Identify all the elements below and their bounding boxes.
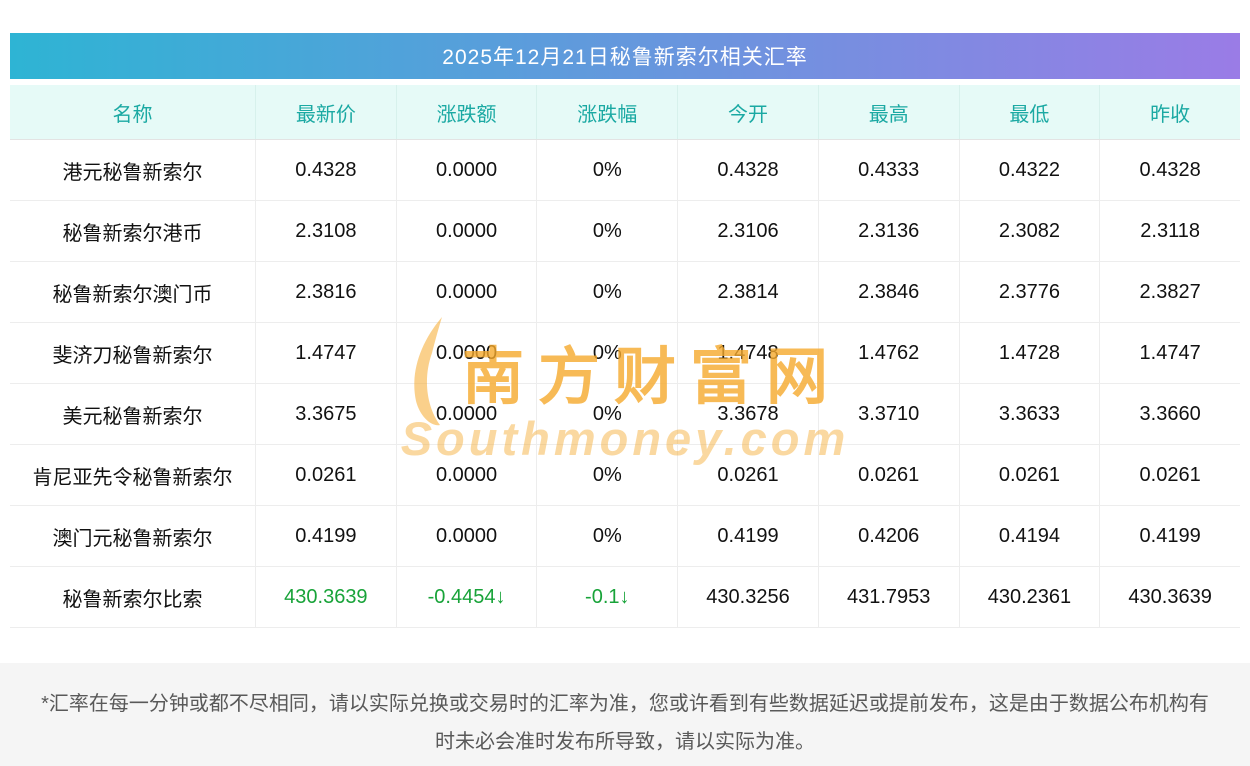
value-cell: 0.4322: [958, 140, 1100, 200]
column-header-name: 名称: [112, 103, 153, 126]
value-cell: 2.3846: [817, 262, 959, 322]
value-cell: 1.4747: [1099, 323, 1240, 383]
table-row: 秘鲁新索尔澳门币 2.3816 0.0000 0% 2.3814 2.3846 2.3776…: [10, 262, 1240, 323]
table-row: 港元秘鲁新索尔 0.4328 0.0000 0% 0.4328 0.4333 0.4322 0…: [10, 140, 1240, 201]
row-name-cell: 肯尼亚先令秘鲁新索尔: [32, 466, 233, 489]
column-header-low: 最低: [958, 85, 1100, 139]
value-cell: 0.0000: [395, 384, 537, 444]
value-cell: 0%: [536, 140, 677, 200]
row-name-cell: 港元秘鲁新索尔: [62, 161, 203, 184]
value-cell: 0%: [536, 262, 677, 322]
page: 2025年12月21日秘鲁新索尔相关汇率 名称 最新价 涨跌额 涨跌幅 今开 最…: [0, 33, 1250, 766]
value-cell: 0.4328: [1099, 140, 1240, 200]
row-name-cell: 斐济刀秘鲁新索尔: [52, 344, 213, 367]
value-cell: 0.0000: [395, 506, 537, 566]
value-cell: 0%: [536, 323, 677, 383]
exchange-rates-table: 名称 最新价 涨跌额 涨跌幅 今开 最高 最低 昨收 港元秘鲁新索尔 0.4328…: [10, 85, 1240, 628]
value-cell: 0.0000: [395, 262, 537, 322]
table-row: 肯尼亚先令秘鲁新索尔 0.0261 0.0000 0% 0.0261 0.0261 0.02…: [10, 445, 1240, 506]
value-cell: 2.3108: [255, 201, 396, 261]
value-cell: 1.4748: [677, 323, 818, 383]
value-cell: 3.3660: [1099, 384, 1240, 444]
value-cell: 0.4194: [958, 506, 1100, 566]
value-cell: 0.4328: [255, 140, 396, 200]
value-cell: 0%: [536, 445, 677, 505]
row-name-cell: 美元秘鲁新索尔: [62, 405, 203, 428]
table-header-row: 名称 最新价 涨跌额 涨跌幅 今开 最高 最低 昨收: [10, 85, 1240, 140]
value-cell: 0%: [536, 384, 677, 444]
value-cell: 0.0000: [395, 445, 537, 505]
table-row: 秘鲁新索尔港币 2.3108 0.0000 0% 2.3106 2.3136 2.3082 2…: [10, 201, 1240, 262]
value-cell: 0.4199: [1099, 506, 1240, 566]
disclaimer-section: *汇率在每一分钟或都不尽相同，请以实际兑换或交易时的汇率为准，您或许看到有些数据…: [0, 663, 1250, 766]
value-cell: 430.3639: [255, 567, 396, 627]
value-cell: 0.0261: [1099, 445, 1240, 505]
value-cell: 0.0000: [395, 201, 537, 261]
value-cell: 0.0261: [677, 445, 818, 505]
value-cell: 1.4762: [817, 323, 959, 383]
value-cell: 0.4328: [677, 140, 818, 200]
value-cell: 3.3678: [677, 384, 818, 444]
row-name-cell: 秘鲁新索尔比索: [62, 588, 203, 611]
value-cell: 2.3776: [958, 262, 1100, 322]
value-cell: 430.3256: [677, 567, 818, 627]
row-name-cell: 澳门元秘鲁新索尔: [52, 527, 213, 550]
column-header-prev-close: 昨收: [1099, 85, 1240, 139]
value-cell: 3.3675: [255, 384, 396, 444]
table-row: 美元秘鲁新索尔 3.3675 0.0000 0% 3.3678 3.3710 3.3633 3…: [10, 384, 1240, 445]
value-cell: 2.3118: [1099, 201, 1240, 261]
value-cell: 0.0261: [958, 445, 1100, 505]
value-cell: 2.3082: [958, 201, 1100, 261]
value-cell: 2.3827: [1099, 262, 1240, 322]
table-row: 斐济刀秘鲁新索尔 1.4747 0.0000 0% 1.4748 1.4762 1.4728…: [10, 323, 1240, 384]
column-header-high: 最高: [817, 85, 959, 139]
value-cell: 0.0000: [395, 140, 537, 200]
value-cell: -0.1↓: [536, 567, 677, 627]
value-cell: 0.0000: [395, 323, 537, 383]
value-cell: 0.0261: [255, 445, 396, 505]
column-header-open: 今开: [677, 85, 818, 139]
page-title: 2025年12月21日秘鲁新索尔相关汇率: [10, 33, 1240, 79]
column-header-change-percent: 涨跌幅: [536, 85, 677, 139]
value-cell: 0.4333: [817, 140, 959, 200]
value-cell: 2.3816: [255, 262, 396, 322]
value-cell: 3.3710: [817, 384, 959, 444]
value-cell: 1.4747: [255, 323, 396, 383]
value-cell: 0.0261: [817, 445, 959, 505]
value-cell: 430.3639: [1099, 567, 1240, 627]
row-name-cell: 秘鲁新索尔港币: [62, 222, 203, 245]
value-cell: 1.4728: [958, 323, 1100, 383]
value-cell: 0.4199: [677, 506, 818, 566]
value-cell: 2.3136: [817, 201, 959, 261]
value-cell: 430.2361: [958, 567, 1100, 627]
value-cell: -0.4454↓: [395, 567, 537, 627]
value-cell: 0%: [536, 201, 677, 261]
disclaimer-text: *汇率在每一分钟或都不尽相同，请以实际兑换或交易时的汇率为准，您或许看到有些数据…: [41, 693, 1209, 753]
value-cell: 3.3633: [958, 384, 1100, 444]
row-name-cell: 秘鲁新索尔澳门币: [52, 283, 213, 306]
column-header-change-amount: 涨跌额: [395, 85, 537, 139]
column-header-latest: 最新价: [255, 85, 396, 139]
value-cell: 431.7953: [817, 567, 959, 627]
value-cell: 0.4206: [817, 506, 959, 566]
value-cell: 2.3106: [677, 201, 818, 261]
table-row: 澳门元秘鲁新索尔 0.4199 0.0000 0% 0.4199 0.4206 0.4194…: [10, 506, 1240, 567]
table-body: 港元秘鲁新索尔 0.4328 0.0000 0% 0.4328 0.4333 0.4322 0…: [10, 140, 1240, 628]
value-cell: 0%: [536, 506, 677, 566]
value-cell: 2.3814: [677, 262, 818, 322]
table-row: 秘鲁新索尔比索 430.3639 -0.4454↓ -0.1↓ 430.3256 431.…: [10, 567, 1240, 628]
value-cell: 0.4199: [255, 506, 396, 566]
